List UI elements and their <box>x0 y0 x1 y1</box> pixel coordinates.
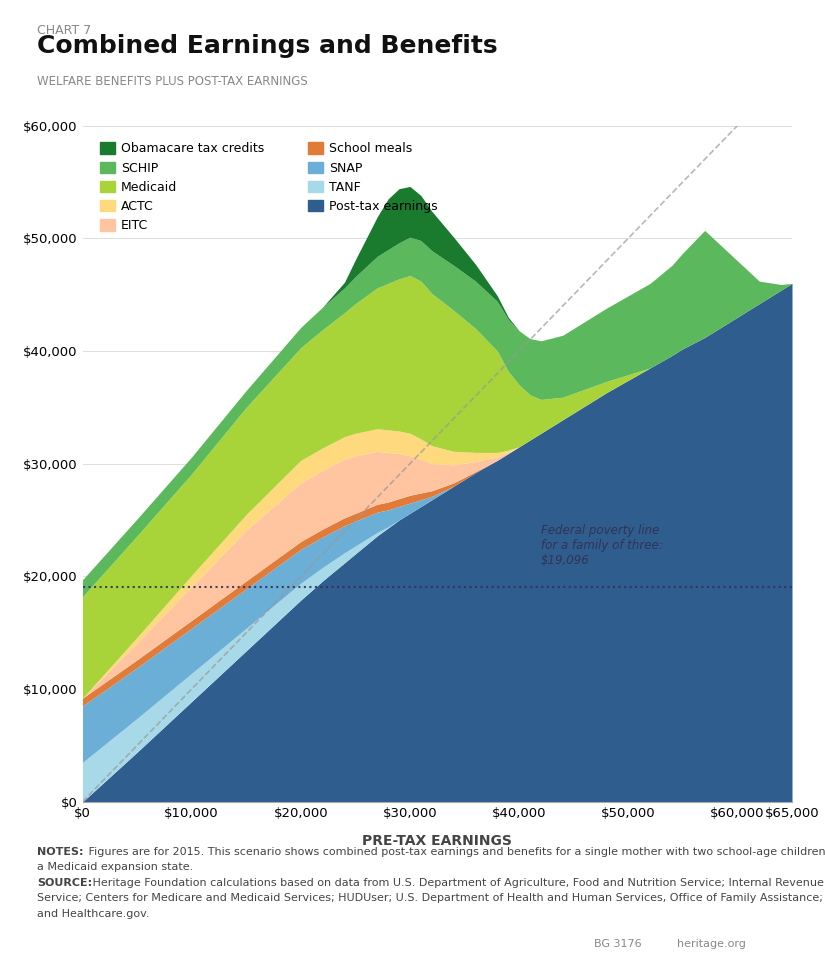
Text: Combined Earnings and Benefits: Combined Earnings and Benefits <box>37 34 497 58</box>
Text: Heritage Foundation calculations based on data from U.S. Department of Agricultu: Heritage Foundation calculations based o… <box>89 878 824 888</box>
Text: CHART 7: CHART 7 <box>37 24 92 37</box>
Legend: Obamacare tax credits, SCHIP, Medicaid, ACTC, EITC, School meals, SNAP, TANF, Po: Obamacare tax credits, SCHIP, Medicaid, … <box>96 138 441 236</box>
Text: Figures are for 2015. This scenario shows combined post-tax earnings and benefit: Figures are for 2015. This scenario show… <box>85 847 825 857</box>
Text: BG 3176: BG 3176 <box>594 939 642 949</box>
Text: a Medicaid expansion state.: a Medicaid expansion state. <box>37 863 193 872</box>
Text: and Healthcare.gov.: and Healthcare.gov. <box>37 909 149 919</box>
Text: SOURCE:: SOURCE: <box>37 878 92 888</box>
X-axis label: PRE-TAX EARNINGS: PRE-TAX EARNINGS <box>362 834 512 847</box>
Text: Service; Centers for Medicare and Medicaid Services; HUDUser; U.S. Department of: Service; Centers for Medicare and Medica… <box>37 894 823 903</box>
Text: heritage.org: heritage.org <box>676 939 745 949</box>
Text: WELFARE BENEFITS PLUS POST-TAX EARNINGS: WELFARE BENEFITS PLUS POST-TAX EARNINGS <box>37 75 308 88</box>
Text: Federal poverty line
for a family of three:
$19,096: Federal poverty line for a family of thr… <box>541 525 662 567</box>
Text: NOTES:: NOTES: <box>37 847 83 857</box>
